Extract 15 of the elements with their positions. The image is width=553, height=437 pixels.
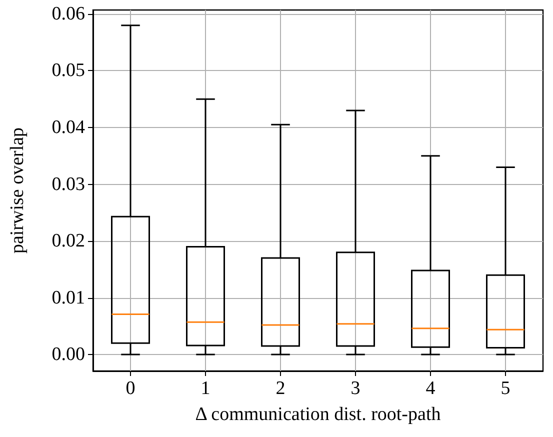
x-tick-label: 0 [126, 378, 136, 399]
x-tick-label: 2 [276, 378, 286, 399]
y-tick-label: 0.05 [52, 60, 85, 82]
y-tick-label: 0.01 [52, 287, 85, 308]
y-tick-label: 0.02 [52, 230, 85, 252]
y-tick-label: 0.04 [52, 116, 86, 138]
x-tick-label: 1 [200, 378, 210, 399]
x-tick-label: 5 [500, 378, 510, 399]
y-tick-label: 0.00 [52, 344, 85, 366]
x-axis-title: Δ communication dist. root-path [195, 404, 442, 425]
x-tick-label: 3 [350, 378, 360, 399]
y-axis-title: pairwise overlap [7, 127, 28, 254]
y-tick-label: 0.06 [52, 3, 85, 24]
x-tick-label: 4 [426, 378, 436, 399]
y-tick-label: 0.03 [52, 174, 85, 195]
